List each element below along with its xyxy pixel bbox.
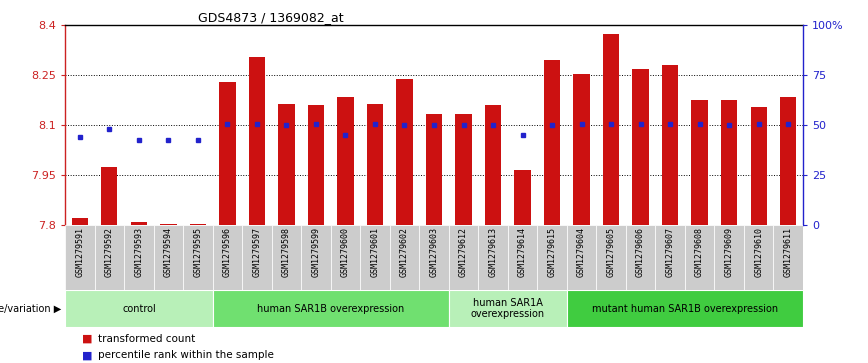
Bar bbox=[478, 225, 508, 290]
Bar bbox=[338, 97, 353, 225]
Text: GSM1279596: GSM1279596 bbox=[223, 227, 232, 277]
Bar bbox=[213, 225, 242, 290]
Bar bbox=[780, 97, 796, 225]
Bar bbox=[714, 225, 744, 290]
Bar bbox=[242, 225, 272, 290]
Text: GSM1279600: GSM1279600 bbox=[341, 227, 350, 277]
Bar bbox=[397, 79, 412, 225]
Text: transformed count: transformed count bbox=[98, 334, 195, 344]
Bar bbox=[65, 290, 213, 327]
Text: GDS4873 / 1369082_at: GDS4873 / 1369082_at bbox=[198, 11, 344, 24]
Bar bbox=[574, 74, 589, 225]
Bar bbox=[131, 223, 147, 225]
Text: ■: ■ bbox=[82, 334, 93, 344]
Bar bbox=[655, 225, 685, 290]
Text: GSM1279614: GSM1279614 bbox=[518, 227, 527, 277]
Text: GSM1279610: GSM1279610 bbox=[754, 227, 763, 277]
Text: GSM1279611: GSM1279611 bbox=[784, 227, 792, 277]
Text: GSM1279612: GSM1279612 bbox=[459, 227, 468, 277]
Bar bbox=[183, 225, 213, 290]
Bar bbox=[95, 225, 124, 290]
Bar bbox=[692, 100, 707, 225]
Bar bbox=[124, 225, 154, 290]
Bar bbox=[508, 225, 537, 290]
Text: mutant human SAR1B overexpression: mutant human SAR1B overexpression bbox=[592, 303, 778, 314]
Bar bbox=[544, 60, 560, 225]
Bar bbox=[773, 225, 803, 290]
Bar bbox=[596, 225, 626, 290]
Text: GSM1279615: GSM1279615 bbox=[548, 227, 556, 277]
Text: GSM1279606: GSM1279606 bbox=[636, 227, 645, 277]
Bar bbox=[279, 103, 294, 225]
Bar bbox=[308, 105, 324, 225]
Text: GSM1279595: GSM1279595 bbox=[194, 227, 202, 277]
Text: genotype/variation ▶: genotype/variation ▶ bbox=[0, 303, 61, 314]
Bar bbox=[449, 225, 478, 290]
Bar bbox=[567, 225, 596, 290]
Bar bbox=[603, 34, 619, 225]
Bar bbox=[485, 105, 501, 225]
Text: GSM1279599: GSM1279599 bbox=[312, 227, 320, 277]
Bar bbox=[272, 225, 301, 290]
Bar bbox=[72, 218, 88, 225]
Bar bbox=[65, 225, 95, 290]
Bar bbox=[161, 224, 176, 225]
Text: GSM1279604: GSM1279604 bbox=[577, 227, 586, 277]
Bar bbox=[721, 100, 737, 225]
Text: GSM1279603: GSM1279603 bbox=[430, 227, 438, 277]
Bar bbox=[102, 167, 117, 225]
Text: ■: ■ bbox=[82, 350, 93, 360]
Bar bbox=[456, 114, 471, 225]
Text: GSM1279608: GSM1279608 bbox=[695, 227, 704, 277]
Text: GSM1279609: GSM1279609 bbox=[725, 227, 733, 277]
Bar bbox=[662, 65, 678, 225]
Bar bbox=[751, 107, 766, 225]
Text: GSM1279602: GSM1279602 bbox=[400, 227, 409, 277]
Text: GSM1279607: GSM1279607 bbox=[666, 227, 674, 277]
Bar bbox=[626, 225, 655, 290]
Bar bbox=[154, 225, 183, 290]
Text: GSM1279594: GSM1279594 bbox=[164, 227, 173, 277]
Text: control: control bbox=[122, 303, 155, 314]
Bar bbox=[685, 225, 714, 290]
Bar bbox=[249, 57, 265, 225]
Text: GSM1279592: GSM1279592 bbox=[105, 227, 114, 277]
Bar bbox=[331, 225, 360, 290]
Bar bbox=[515, 170, 530, 225]
Bar bbox=[360, 225, 390, 290]
Text: GSM1279601: GSM1279601 bbox=[371, 227, 379, 277]
Text: GSM1279605: GSM1279605 bbox=[607, 227, 615, 277]
Bar bbox=[449, 290, 567, 327]
Text: percentile rank within the sample: percentile rank within the sample bbox=[98, 350, 274, 360]
Bar bbox=[301, 225, 331, 290]
Bar bbox=[567, 290, 803, 327]
Bar bbox=[367, 103, 383, 225]
Text: GSM1279597: GSM1279597 bbox=[253, 227, 261, 277]
Text: GSM1279598: GSM1279598 bbox=[282, 227, 291, 277]
Bar bbox=[419, 225, 449, 290]
Bar bbox=[220, 82, 235, 225]
Text: human SAR1A
overexpression: human SAR1A overexpression bbox=[470, 298, 545, 319]
Bar bbox=[190, 224, 206, 225]
Bar bbox=[390, 225, 419, 290]
Bar bbox=[744, 225, 773, 290]
Bar bbox=[537, 225, 567, 290]
Text: GSM1279613: GSM1279613 bbox=[489, 227, 497, 277]
Bar bbox=[426, 114, 442, 225]
Text: human SAR1B overexpression: human SAR1B overexpression bbox=[257, 303, 404, 314]
Bar bbox=[213, 290, 449, 327]
Text: GSM1279593: GSM1279593 bbox=[135, 227, 143, 277]
Bar bbox=[633, 69, 648, 225]
Text: GSM1279591: GSM1279591 bbox=[76, 227, 84, 277]
